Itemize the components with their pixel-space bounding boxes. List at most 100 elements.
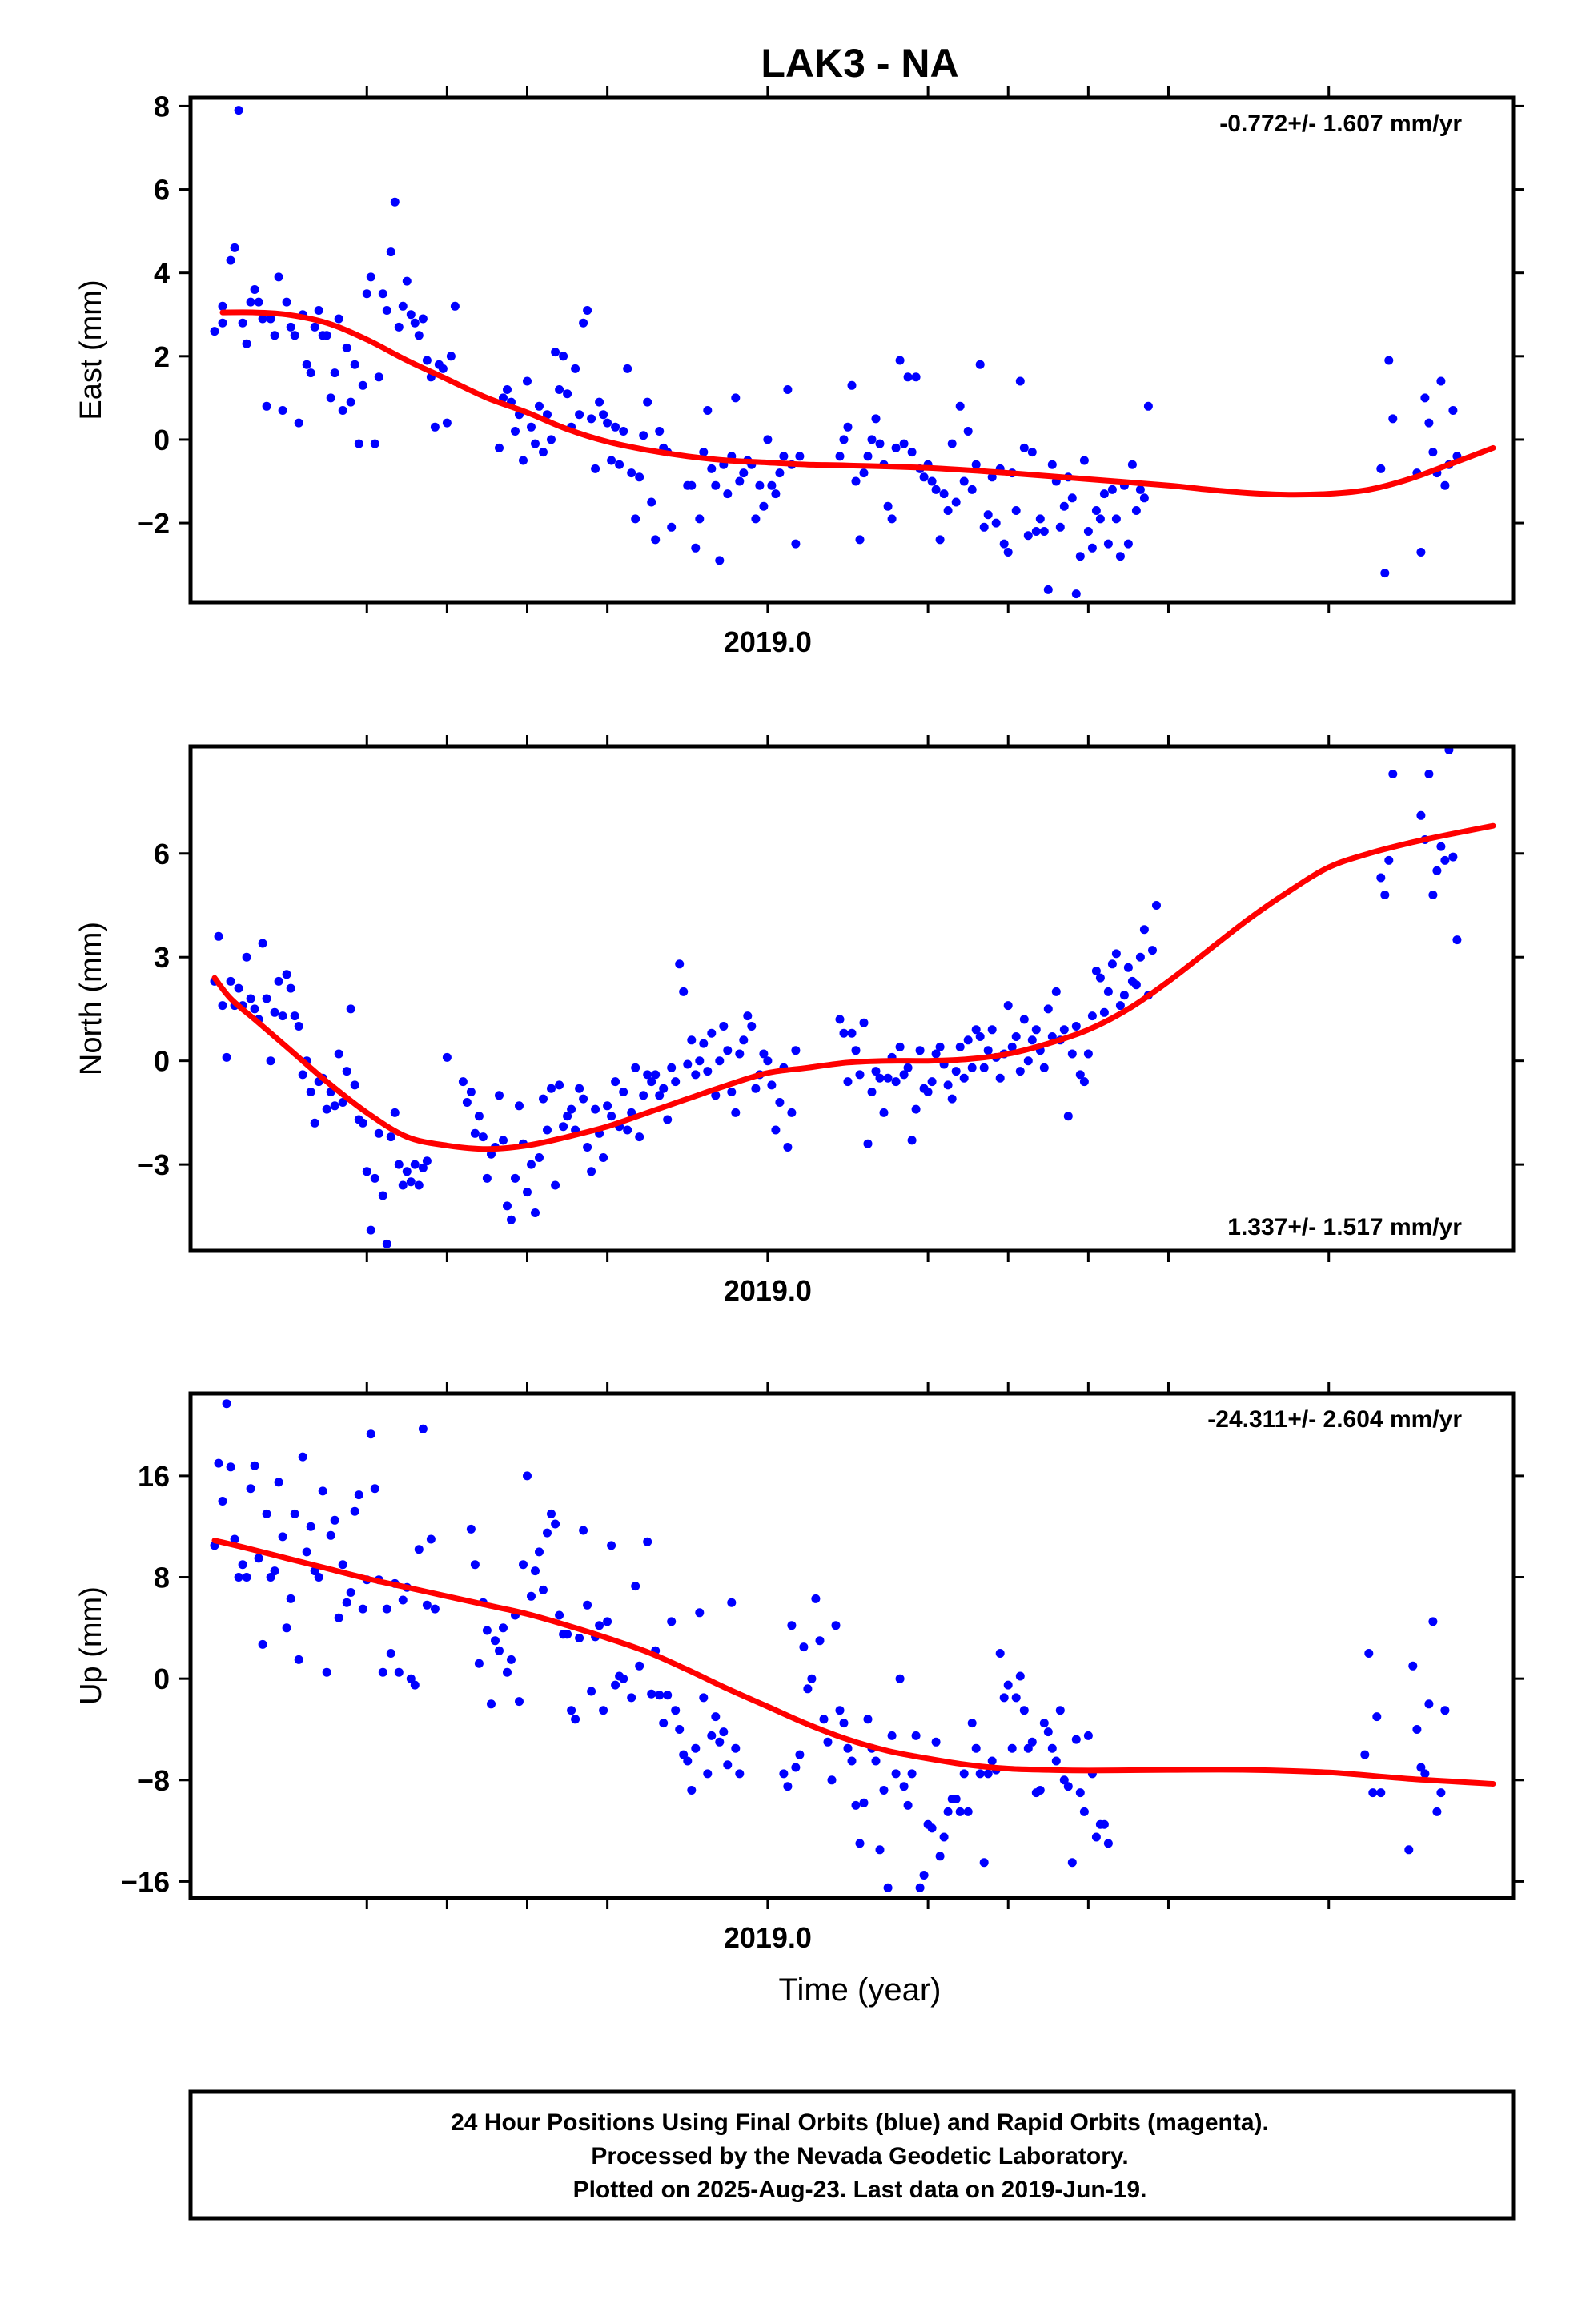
data-point-north [487, 1149, 496, 1159]
data-point-up [731, 1743, 741, 1753]
data-point-north [735, 1049, 745, 1059]
data-point-north [583, 1143, 592, 1152]
data-point-north [659, 1084, 669, 1093]
data-point-east [1071, 589, 1081, 599]
data-point-north [751, 1084, 761, 1093]
data-point-east [1123, 539, 1133, 549]
data-point-east [499, 393, 508, 403]
data-point-up [1372, 1712, 1382, 1722]
data-point-east [735, 476, 745, 486]
data-point-up [643, 1537, 652, 1546]
data-point-up [523, 1471, 532, 1481]
data-point-up [426, 1534, 436, 1544]
data-point-east [342, 343, 351, 352]
data-point-north [675, 959, 685, 969]
y-tick-label-north: 3 [154, 941, 170, 974]
data-point-north [322, 1104, 331, 1114]
data-point-east [843, 422, 853, 432]
data-point-north [955, 1042, 965, 1051]
data-point-up [495, 1646, 504, 1655]
data-point-north [1376, 873, 1386, 883]
data-point-up [819, 1715, 829, 1724]
data-point-east [711, 480, 721, 490]
data-point-north [903, 1063, 913, 1072]
data-point-up [1071, 1735, 1081, 1744]
data-point-north [1051, 987, 1061, 996]
data-point-up [587, 1687, 596, 1696]
y-tick-label-east: 4 [154, 257, 170, 290]
data-point-east [979, 522, 989, 532]
data-point-up [959, 1769, 969, 1779]
data-point-up [691, 1743, 701, 1753]
data-point-north [935, 1042, 945, 1051]
data-point-north [370, 1173, 379, 1183]
data-point-up [1047, 1743, 1057, 1753]
data-point-east [731, 393, 741, 403]
data-point-up [270, 1566, 279, 1576]
data-point-north [499, 1136, 508, 1145]
data-point-north [350, 1080, 359, 1090]
data-point-north [635, 1132, 644, 1142]
data-point-north [458, 1077, 468, 1087]
data-point-up [414, 1545, 424, 1554]
data-point-north [1440, 855, 1450, 865]
data-point-up [386, 1649, 396, 1658]
data-point-up [851, 1800, 861, 1810]
data-point-east [647, 497, 656, 507]
data-point-east [855, 535, 865, 545]
data-point-up [302, 1547, 311, 1557]
data-point-north [1131, 980, 1141, 990]
y-tick-label-east: 0 [154, 424, 170, 456]
points-north [210, 746, 1462, 1248]
data-point-east [767, 480, 777, 490]
data-point-east [983, 510, 993, 520]
fit-curve-north [211, 822, 1496, 1152]
data-point-up [683, 1756, 693, 1766]
data-point-east [386, 247, 396, 257]
data-point-east [1087, 543, 1097, 553]
data-point-east [975, 360, 985, 369]
data-point-east [687, 480, 697, 490]
data-point-east [755, 480, 765, 490]
footer-line-3: Plotted on 2025-Aug-23. Last data on 201… [573, 2177, 1147, 2203]
data-point-up [1015, 1671, 1025, 1681]
data-point-east [703, 406, 713, 415]
data-point-up [250, 1461, 259, 1470]
data-point-north [723, 1046, 733, 1055]
data-point-north [1079, 1077, 1089, 1087]
data-point-north [1424, 770, 1434, 778]
data-point-up [791, 1763, 801, 1772]
data-point-up [863, 1715, 873, 1724]
data-point-up [927, 1823, 937, 1833]
data-point-east [1103, 539, 1113, 549]
data-point-up [418, 1424, 428, 1433]
data-point-east [563, 389, 572, 399]
data-point-up [1083, 1731, 1093, 1740]
data-point-east [1115, 552, 1125, 561]
data-point-north [643, 1070, 652, 1080]
data-point-north [418, 1163, 428, 1172]
data-point-up [1364, 1649, 1374, 1658]
data-point-north [386, 1132, 396, 1142]
data-point-up [366, 1429, 375, 1439]
data-point-east [250, 285, 259, 294]
data-point-up [987, 1756, 997, 1766]
data-point-up [823, 1737, 833, 1747]
data-point-north [599, 1153, 608, 1162]
data-point-east [1031, 527, 1041, 536]
data-point-north [1123, 963, 1133, 972]
data-point-east [238, 318, 247, 328]
x-tick-label-north: 2019.0 [724, 1274, 812, 1307]
y-tick-label-east: 6 [154, 174, 170, 207]
data-point-north [943, 1080, 953, 1090]
data-point-up [839, 1719, 849, 1728]
data-point-north [1103, 987, 1113, 996]
data-point-east [587, 414, 596, 424]
data-point-north [743, 1011, 753, 1021]
data-point-north [747, 1022, 757, 1031]
data-point-up [1416, 1763, 1426, 1772]
data-point-north [218, 1001, 227, 1011]
data-point-up [527, 1591, 536, 1601]
data-point-east [739, 468, 749, 478]
data-point-up [671, 1706, 681, 1715]
